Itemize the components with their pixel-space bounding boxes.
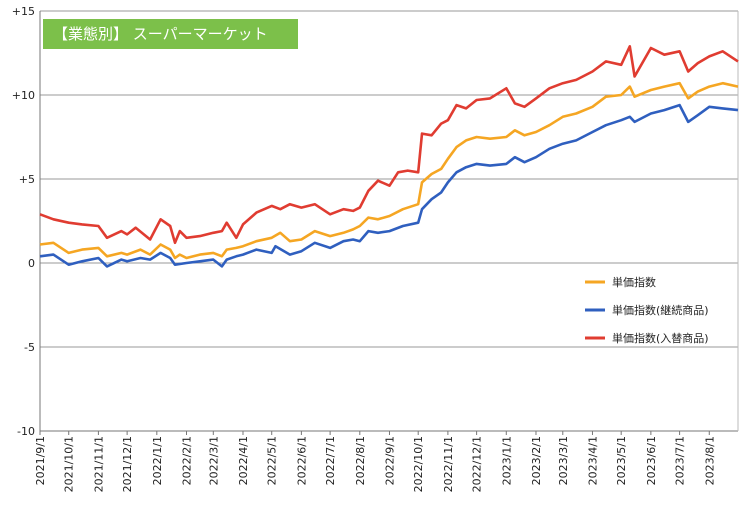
x-tick-label: 2022/2/1 [180,436,193,485]
legend-label: 単価指数 [612,275,656,289]
y-tick-label: +5 [19,173,35,186]
x-tick-label: 2023/3/1 [557,436,570,485]
chart-title-box: 【業態別】 スーパーマーケット [43,19,298,49]
x-tick-label: 2022/12/1 [471,436,484,492]
x-tick-label: 2022/4/1 [237,436,250,485]
y-tick-label: +10 [12,89,35,102]
x-tick-label: 2022/6/1 [295,436,308,485]
legend-label: 単価指数(継続商品) [612,303,709,317]
x-tick-label: 2022/1/1 [151,436,164,485]
x-tick-label: 2023/6/1 [645,436,658,485]
x-tick-label: 2022/5/1 [266,436,279,485]
series-line-2 [39,44,739,245]
x-tick-label: 2021/9/1 [34,436,47,485]
series-line-0 [39,81,739,260]
series-lines [39,44,739,268]
x-tick-label: 2022/9/1 [383,436,396,485]
x-tick-label: 2023/2/1 [530,436,543,485]
y-tick-label: +15 [12,5,35,18]
y-tick-label: -5 [24,341,35,354]
x-tick-label: 2023/5/1 [615,436,628,485]
chart-title: 【業態別】 スーパーマーケット [53,25,268,43]
legend-label: 単価指数(入替商品) [612,331,709,345]
series-line-1 [39,103,739,268]
x-tick-label: 2022/11/1 [442,436,455,492]
x-tick-label: 2023/1/1 [500,436,513,485]
x-tick-label: 2021/10/1 [63,436,76,492]
x-tick-label: 2023/7/1 [674,436,687,485]
x-tick-label: 2022/3/1 [207,436,220,485]
x-tick-label: 2022/8/1 [354,436,367,485]
y-tick-label: 0 [28,257,35,270]
x-tick-label: 2022/10/1 [412,436,425,492]
x-tick-label: 2021/12/1 [121,436,134,492]
x-tick-label: 2021/11/1 [92,436,105,492]
x-tick-label: 2022/7/1 [324,436,337,485]
y-tick-label: -10 [17,425,35,438]
x-tick-label: 2023/4/1 [586,436,599,485]
x-tick-label: 2023/8/1 [703,436,716,485]
chart-title-background [43,19,298,49]
